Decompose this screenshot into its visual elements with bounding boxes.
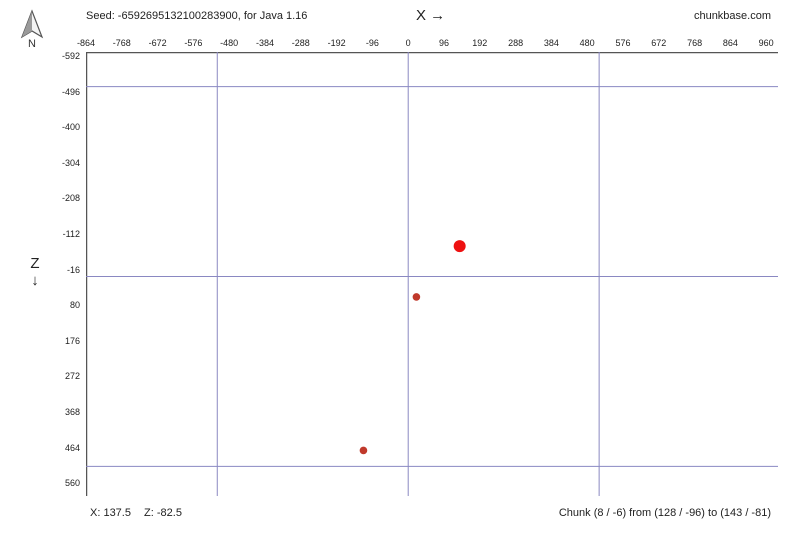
- x-tick-label: -288: [291, 38, 310, 48]
- north-arrow-icon: N: [20, 9, 44, 50]
- x-tick-label: 576: [615, 38, 631, 48]
- seed-map[interactable]: [86, 52, 778, 496]
- x-tick-label: -864: [76, 38, 95, 48]
- x-tick-label: 288: [508, 38, 524, 48]
- x-tick-label: 768: [687, 38, 703, 48]
- x-tick-label: -480: [220, 38, 239, 48]
- cursor-x: X: 137.5: [90, 507, 131, 519]
- x-tick-label: 0: [405, 38, 411, 48]
- z-tick-label: -112: [62, 229, 80, 239]
- structure-marker[interactable]: [412, 293, 421, 301]
- z-tick-label: -592: [61, 51, 80, 61]
- compass: N: [18, 9, 46, 50]
- markers: [359, 240, 466, 455]
- x-tick-label: 864: [722, 38, 738, 48]
- x-tick-label: 192: [472, 38, 488, 48]
- down-arrow-icon: ↓: [31, 272, 39, 289]
- region-grid: [86, 52, 778, 496]
- seed-text: Seed: -6592695132100283900, for Java 1.1…: [86, 10, 308, 22]
- cursor-coordinates: X: 137.5 Z: -82.5: [90, 507, 192, 519]
- z-tick-label: 272: [64, 371, 80, 382]
- compass-label: N: [28, 38, 36, 49]
- z-tick-label: 80: [69, 300, 80, 311]
- chunk-info: Chunk (8 / -6) from (128 / -96) to (143 …: [558, 507, 771, 519]
- x-tick-label: 384: [543, 38, 559, 48]
- z-tick-label: -400: [61, 122, 80, 133]
- x-axis-label: X →: [416, 7, 446, 24]
- structure-marker[interactable]: [359, 446, 368, 455]
- z-tick-label: -208: [61, 193, 80, 204]
- x-tick-label: 672: [651, 38, 667, 48]
- z-tick-label: 368: [64, 407, 80, 417]
- map-canvas[interactable]: [86, 52, 778, 496]
- selected-marker[interactable]: [453, 240, 466, 253]
- z-axis-label: Z ↓: [29, 255, 41, 289]
- x-tick-label: -672: [148, 38, 167, 48]
- x-tick-label: -96: [365, 38, 379, 48]
- x-tick-label: -384: [255, 38, 274, 48]
- x-tick-label: 480: [579, 38, 595, 48]
- x-tick-label: -192: [327, 38, 346, 48]
- z-tick-label: -496: [61, 86, 80, 97]
- z-tick-label: -16: [66, 264, 80, 275]
- z-tick-label: -304: [61, 157, 80, 168]
- cursor-z: Z: -82.5: [144, 507, 182, 519]
- x-tick-label: 960: [758, 38, 774, 48]
- x-tick-label: -768: [112, 38, 131, 48]
- x-tick-label: 96: [438, 38, 449, 48]
- z-tick-label: 560: [64, 478, 80, 489]
- z-axis-letter: Z: [30, 255, 40, 272]
- brand-link[interactable]: chunkbase.com: [693, 10, 771, 22]
- z-tick-label: 464: [64, 442, 80, 453]
- z-tick-label: 176: [64, 335, 80, 346]
- x-tick-label: -576: [184, 38, 203, 48]
